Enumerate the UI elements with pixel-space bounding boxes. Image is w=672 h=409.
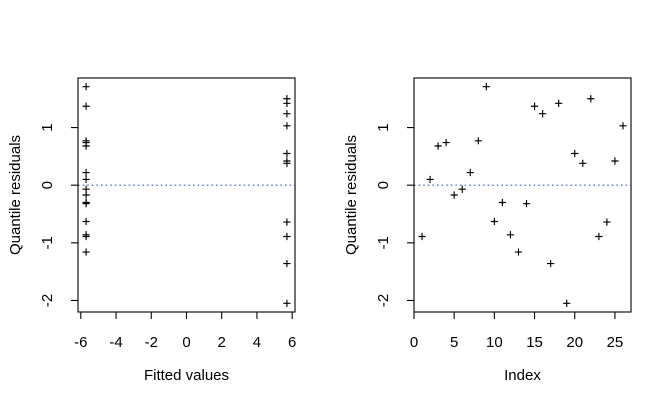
data-point-plus-marker [530, 102, 539, 110]
data-point-plus-marker [82, 83, 90, 91]
data-point-plus-marker [82, 102, 90, 110]
data-point-plus-marker [555, 99, 563, 107]
data-point-plus-marker [522, 200, 531, 208]
y-tick-label: 0 [375, 181, 392, 189]
x-tick-label: -2 [145, 334, 158, 351]
data-point-plus-marker [490, 217, 498, 226]
data-point-plus-marker [283, 99, 291, 107]
data-point-plus-marker [283, 122, 291, 130]
data-point-plus-marker [619, 122, 627, 130]
data-point-plus-marker [82, 217, 90, 226]
y-axis-title: Quantile residuals [7, 135, 24, 255]
data-point-plus-marker [458, 185, 466, 193]
data-point-plus-marker [482, 83, 490, 91]
plot-box [413, 77, 632, 313]
data-point-plus-marker [426, 175, 434, 184]
x-tick-label: -6 [74, 334, 87, 351]
y-tick-label: 1 [39, 123, 56, 131]
y-tick-label: 1 [375, 123, 392, 131]
data-point-plus-marker [538, 110, 547, 118]
data-point-plus-marker [82, 142, 90, 150]
data-point-plus-marker [514, 248, 523, 256]
data-point-plus-marker [82, 248, 90, 256]
x-tick-label: 4 [253, 334, 261, 351]
x-tick-label: 25 [607, 334, 624, 351]
data-point-plus-marker [547, 259, 555, 268]
y-tick-label: -1 [375, 236, 392, 249]
y-axis-title: Quantile residuals [343, 135, 360, 255]
plot-residuals-vs-index: 0 5 10 15 20 25 -2 -1 0 1 Index Quantile residuals [343, 77, 632, 384]
y-tick-label: -1 [39, 236, 56, 249]
plot-residuals-vs-fitted: -6 -4 -2 0 2 4 6 -2 -1 0 1 Fitted values Quantile re… [7, 77, 296, 384]
data-point-plus-marker [283, 299, 291, 307]
x-axis-title: Fitted values [144, 367, 229, 384]
data-point-plus-marker [506, 231, 515, 239]
data-point-plus-marker [579, 159, 587, 167]
data-point-plus-marker [418, 232, 426, 241]
x-tick-label: 5 [450, 334, 458, 351]
data-point-plus-marker [450, 191, 458, 199]
x-tick-label: 20 [566, 334, 583, 351]
data-point-plus-marker [571, 149, 579, 158]
x-tick-label: 0 [410, 334, 418, 351]
data-point-plus-marker [442, 138, 450, 147]
data-point-plus-marker [82, 168, 90, 177]
data-point-plus-marker [587, 95, 595, 103]
data-point-plus-marker [466, 168, 474, 177]
data-point-plus-marker [82, 232, 90, 241]
data-point-plus-marker [82, 175, 90, 184]
data-point-plus-marker [563, 299, 571, 307]
data-point-plus-marker [283, 159, 291, 167]
data-point-plus-marker [595, 232, 603, 241]
y-tick-label: -2 [39, 294, 56, 307]
data-point-plus-marker [603, 218, 611, 226]
data-point-plus-marker [498, 198, 507, 207]
plot-box [77, 77, 296, 313]
x-tick-label: -4 [109, 334, 122, 351]
x-tick-label: 2 [218, 334, 226, 351]
data-point-plus-marker [283, 232, 291, 241]
x-tick-label: 15 [526, 334, 543, 351]
y-tick-label: 0 [39, 181, 56, 189]
data-point-plus-marker [82, 200, 90, 208]
x-tick-label: 6 [288, 334, 296, 351]
data-point-plus-marker [283, 218, 291, 226]
data-point-plus-marker [434, 142, 442, 150]
y-tick-label: -2 [375, 294, 392, 307]
data-point-plus-marker [283, 259, 291, 268]
data-point-plus-marker [611, 157, 619, 165]
x-tick-label: 10 [486, 334, 503, 351]
x-tick-label: 0 [182, 334, 190, 351]
data-point-plus-marker [283, 149, 291, 158]
data-point-plus-marker [283, 110, 291, 118]
x-axis-title: Index [504, 367, 541, 384]
data-point-plus-marker [82, 191, 90, 199]
data-point-plus-marker [474, 137, 482, 145]
